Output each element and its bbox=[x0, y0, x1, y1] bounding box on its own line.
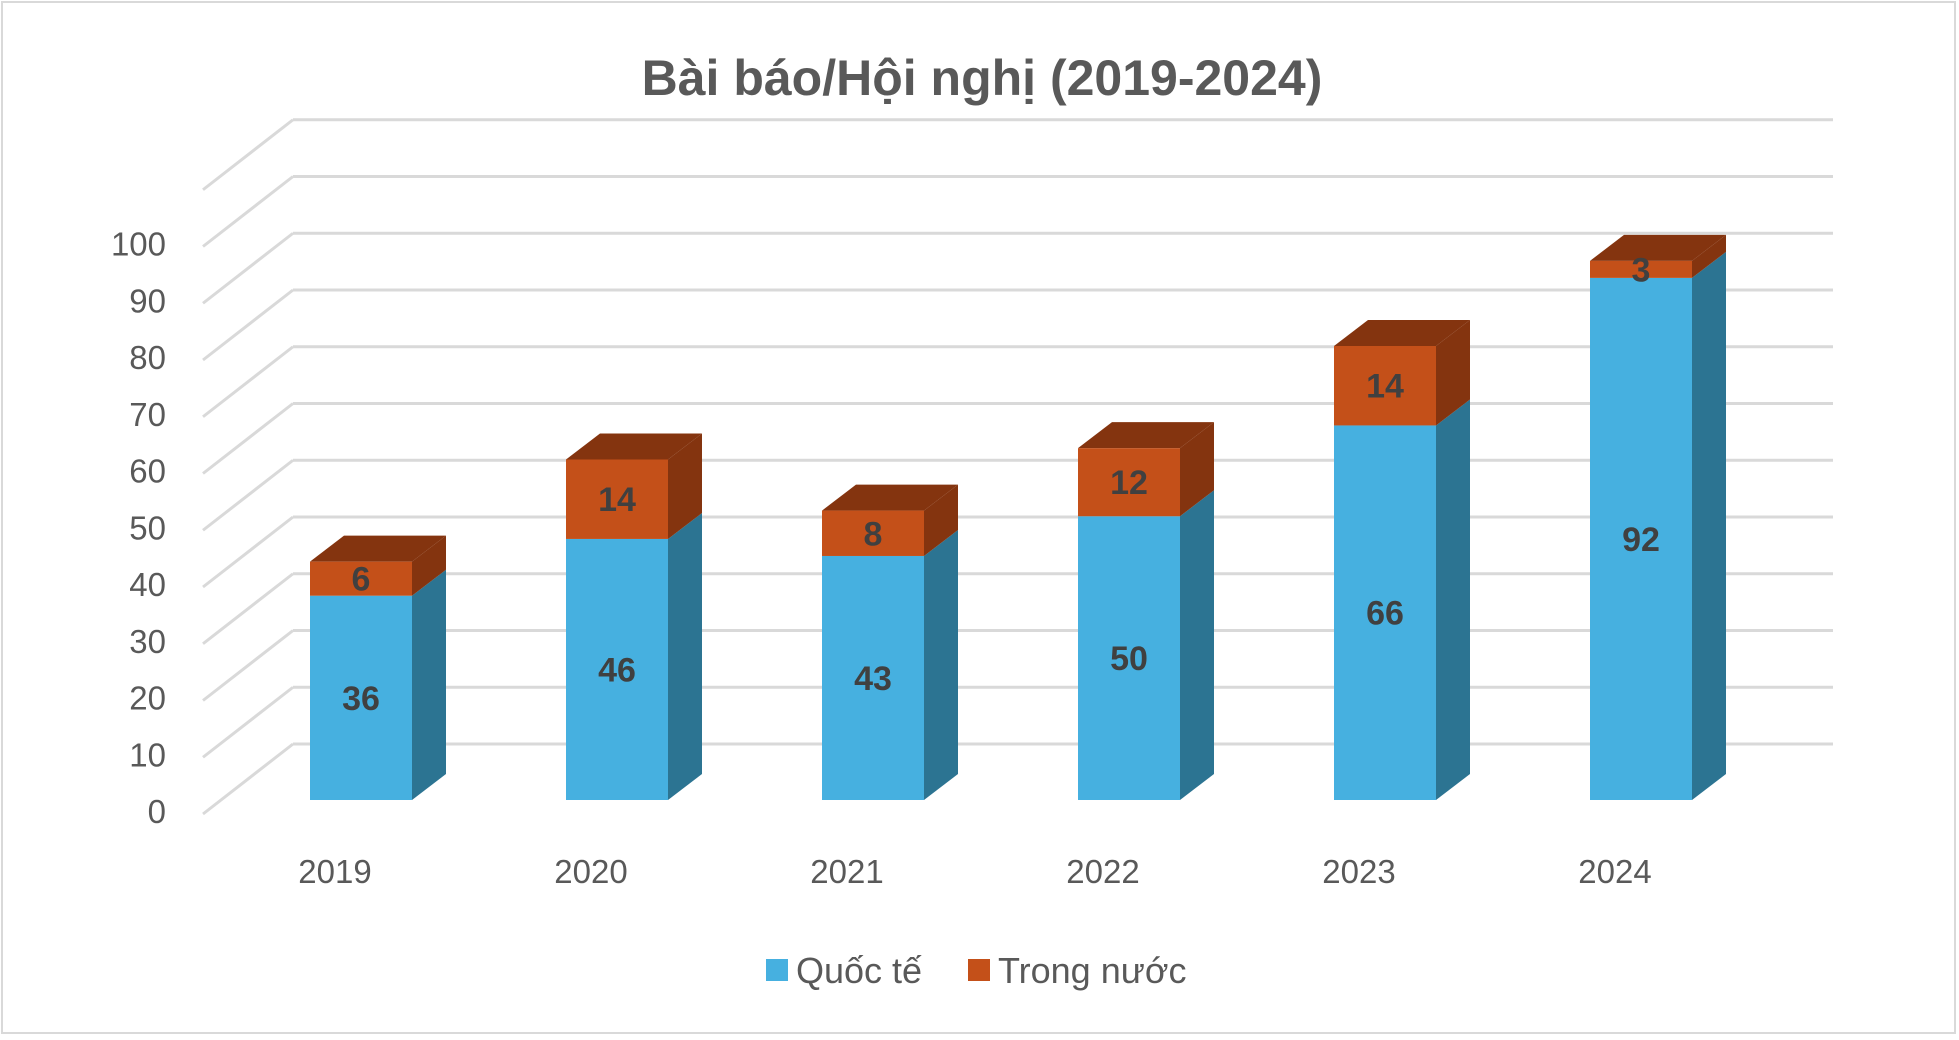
chart-title: Bài báo/Hội nghị (2019-2024) bbox=[642, 50, 1323, 106]
legend-swatch bbox=[968, 959, 990, 981]
gridline bbox=[202, 458, 1833, 532]
y-tick-label: 60 bbox=[129, 453, 166, 490]
x-tick-label: 2020 bbox=[554, 853, 627, 890]
bar-segment bbox=[1590, 234, 1726, 278]
y-tick-label: 0 bbox=[148, 793, 166, 830]
legend-swatch bbox=[766, 959, 788, 981]
gridline bbox=[202, 515, 1833, 589]
grid-layer bbox=[202, 118, 1833, 816]
gridline bbox=[202, 175, 1833, 248]
bar-segment bbox=[1334, 399, 1470, 800]
legend-item: Quốc tế bbox=[766, 950, 922, 991]
legend: Quốc tế Trong nước bbox=[766, 950, 1186, 991]
bar-segment bbox=[1590, 251, 1726, 800]
legend-label: Quốc tế bbox=[796, 950, 922, 991]
x-tick-label: 2022 bbox=[1066, 853, 1139, 890]
bar-segment bbox=[822, 484, 958, 556]
y-tick-label: 30 bbox=[129, 623, 166, 660]
y-tick-label: 80 bbox=[129, 339, 166, 376]
y-axis-ticks: 0 10 20 30 40 50 60 70 80 90 100 bbox=[111, 226, 166, 831]
y-tick-label: 100 bbox=[111, 226, 166, 263]
data-label: 66 bbox=[1366, 595, 1404, 633]
data-label: 36 bbox=[342, 680, 380, 718]
data-label: 6 bbox=[352, 561, 371, 599]
bar-segment bbox=[310, 569, 446, 800]
bar-segment bbox=[1078, 422, 1214, 517]
bars-layer: 36 6 46 14 43 8 50 12 66 14 92 3 bbox=[310, 234, 1726, 800]
data-label: 92 bbox=[1622, 521, 1660, 559]
y-tick-label: 70 bbox=[129, 396, 166, 433]
y-tick-label: 50 bbox=[129, 509, 166, 546]
bar-segment bbox=[566, 433, 702, 539]
x-tick-label: 2023 bbox=[1322, 853, 1395, 890]
legend-label: Trong nước bbox=[998, 950, 1186, 991]
data-label: 43 bbox=[854, 660, 892, 698]
bar-segment bbox=[566, 512, 702, 800]
data-label: 46 bbox=[598, 651, 636, 689]
data-label: 50 bbox=[1110, 640, 1148, 678]
x-tick-label: 2024 bbox=[1578, 853, 1651, 890]
y-tick-label: 40 bbox=[129, 566, 166, 603]
gridline bbox=[202, 231, 1833, 305]
chart-svg: Bài báo/Hội nghị (2019-2024) 0 10 20 30 40 50… bbox=[111, 50, 1833, 991]
y-tick-label: 20 bbox=[129, 680, 166, 717]
gridline bbox=[202, 629, 1833, 702]
data-label: 14 bbox=[1366, 368, 1404, 406]
legend-item: Trong nước bbox=[968, 950, 1186, 991]
x-tick-label: 2019 bbox=[298, 853, 371, 890]
bar-segment bbox=[310, 535, 446, 596]
gridline bbox=[202, 345, 1833, 418]
y-tick-label: 90 bbox=[129, 282, 166, 319]
data-label: 12 bbox=[1110, 464, 1148, 502]
gridline bbox=[202, 402, 1833, 475]
bar-segment bbox=[1078, 490, 1214, 800]
gridline bbox=[202, 572, 1833, 645]
gridline bbox=[202, 288, 1833, 362]
gridline bbox=[202, 118, 1833, 191]
x-axis-ticks: 2019 2020 2021 2022 2023 2024 bbox=[298, 853, 1651, 890]
x-tick-label: 2021 bbox=[810, 853, 883, 890]
data-label: 8 bbox=[864, 515, 883, 553]
bar-segment bbox=[1334, 320, 1470, 426]
data-label: 14 bbox=[598, 481, 636, 519]
bar-segment bbox=[822, 529, 958, 800]
y-tick-label: 10 bbox=[129, 736, 166, 773]
gridline bbox=[202, 742, 1833, 816]
gridline bbox=[202, 685, 1833, 759]
data-label: 3 bbox=[1632, 251, 1651, 289]
